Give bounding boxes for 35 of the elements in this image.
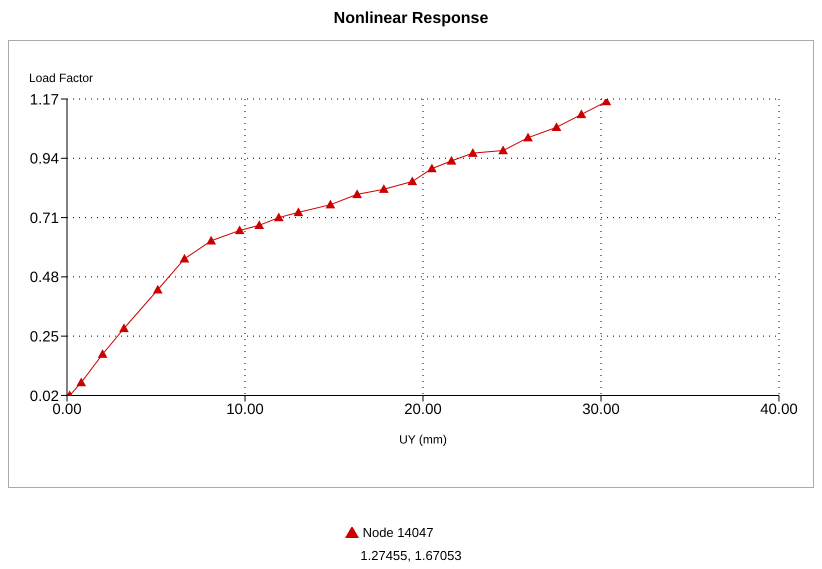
point (552, 122, 561, 132)
point (427, 164, 436, 172)
y-tick-label: 0.48 (30, 269, 59, 286)
point (408, 176, 417, 186)
legend-label: Node 14047 (362, 525, 434, 540)
point (326, 200, 335, 208)
y-tick-label: 0.25 (30, 328, 59, 346)
point (119, 324, 128, 332)
y-axis-title: Load Factor (29, 71, 94, 85)
point (235, 226, 244, 234)
x-tick-label: 10.00 (226, 401, 264, 418)
point (498, 146, 508, 154)
point (524, 133, 533, 142)
point (76, 378, 86, 386)
x-tick-label: 20.00 (404, 401, 442, 418)
chart-title: Nonlinear Response (332, 9, 490, 29)
text: 1.27455, 1.67053 (359, 548, 463, 563)
y-tick-label: 0.94 (30, 150, 59, 168)
y-tick-label: 1.17 (30, 91, 59, 108)
x-tick-label: 40.00 (760, 401, 798, 418)
point (468, 148, 478, 157)
point (206, 236, 216, 244)
x-tick-label: 30.00 (582, 401, 620, 418)
point (294, 208, 303, 216)
point (180, 254, 189, 263)
point (98, 350, 108, 358)
x-axis-title: UY (mm) (399, 432, 447, 446)
y-tick-label: 0.71 (30, 210, 59, 227)
point (352, 190, 362, 198)
point (446, 156, 456, 165)
point (153, 285, 162, 294)
point (274, 213, 284, 222)
point (576, 110, 586, 118)
point (254, 220, 264, 230)
point (379, 184, 388, 193)
